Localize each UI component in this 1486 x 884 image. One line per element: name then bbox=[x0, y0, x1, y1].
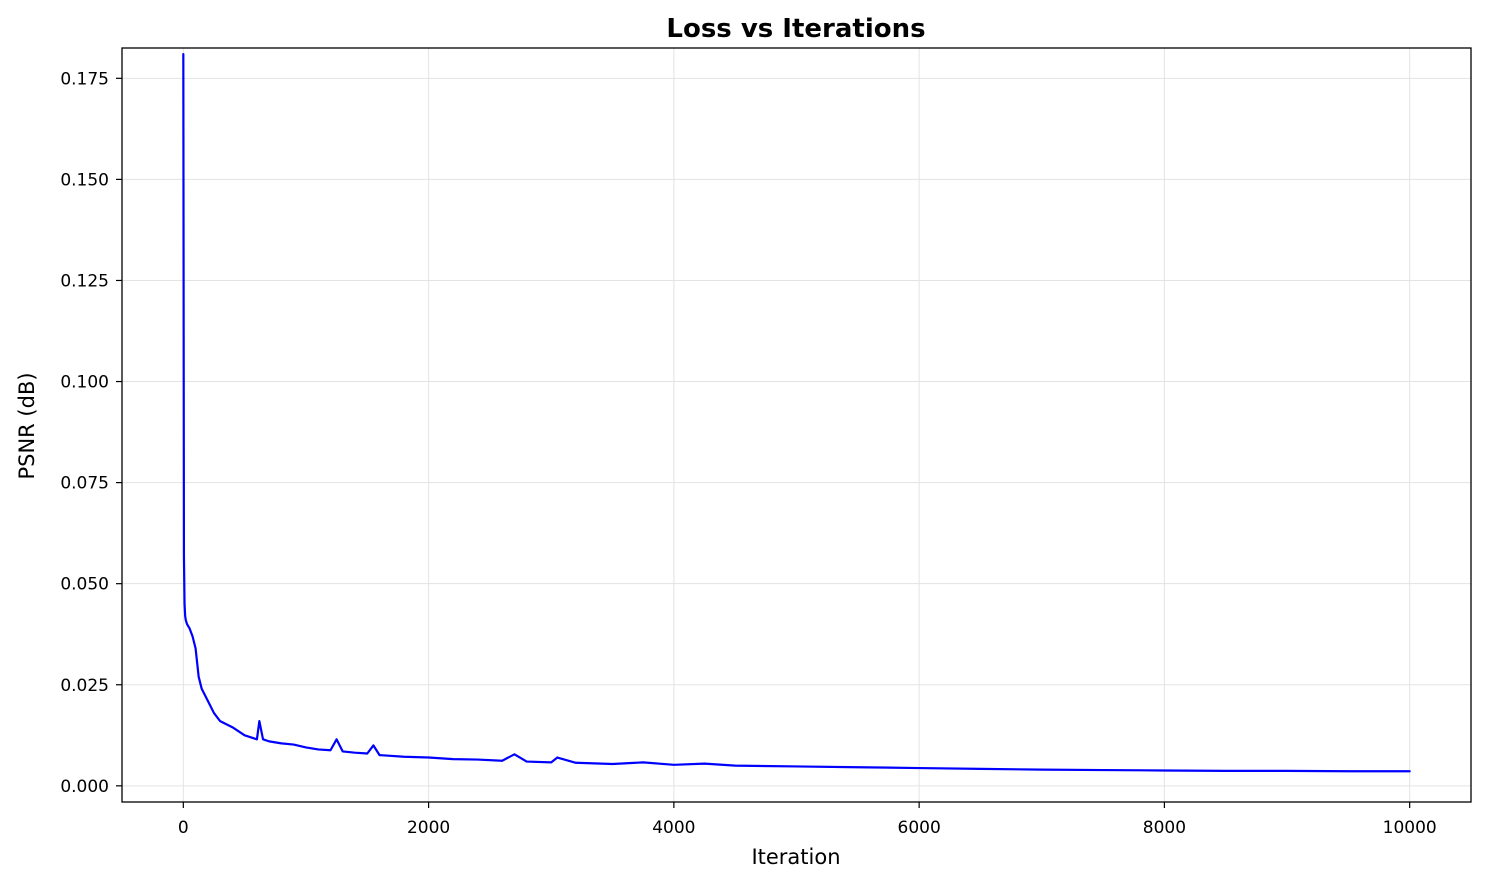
x-tick-label: 0 bbox=[178, 818, 189, 838]
series-line-0 bbox=[182, 52, 1411, 773]
y-tick-label: 0.075 bbox=[60, 474, 109, 494]
x-axis-label: Iteration bbox=[751, 845, 840, 869]
plot-frame bbox=[121, 47, 1472, 803]
plot-area bbox=[182, 52, 1411, 773]
y-tick-label: 0.050 bbox=[60, 575, 109, 595]
y-tick-label: 0.025 bbox=[60, 676, 109, 696]
x-tick-label: 8000 bbox=[1143, 818, 1186, 838]
y-axis-label: PSNR (dB) bbox=[15, 372, 39, 479]
x-tick-label: 10000 bbox=[1383, 818, 1437, 838]
y-tick-label: 0.100 bbox=[60, 373, 109, 393]
y-tick-label: 0.150 bbox=[60, 170, 109, 190]
grid bbox=[122, 48, 1471, 802]
axis-ticks: 0 2000 4000 6000 8000 10000 0.000 0.025 0.050 0.0… bbox=[60, 69, 1436, 838]
chart-title: Loss vs Iterations bbox=[666, 14, 925, 44]
x-tick-label: 6000 bbox=[898, 818, 941, 838]
y-tick-label: 0.175 bbox=[60, 69, 109, 89]
x-tick-label: 4000 bbox=[652, 818, 695, 838]
x-tick-label: 2000 bbox=[407, 818, 450, 838]
y-tick-label: 0.000 bbox=[60, 777, 109, 797]
y-tick-label: 0.125 bbox=[60, 271, 109, 291]
